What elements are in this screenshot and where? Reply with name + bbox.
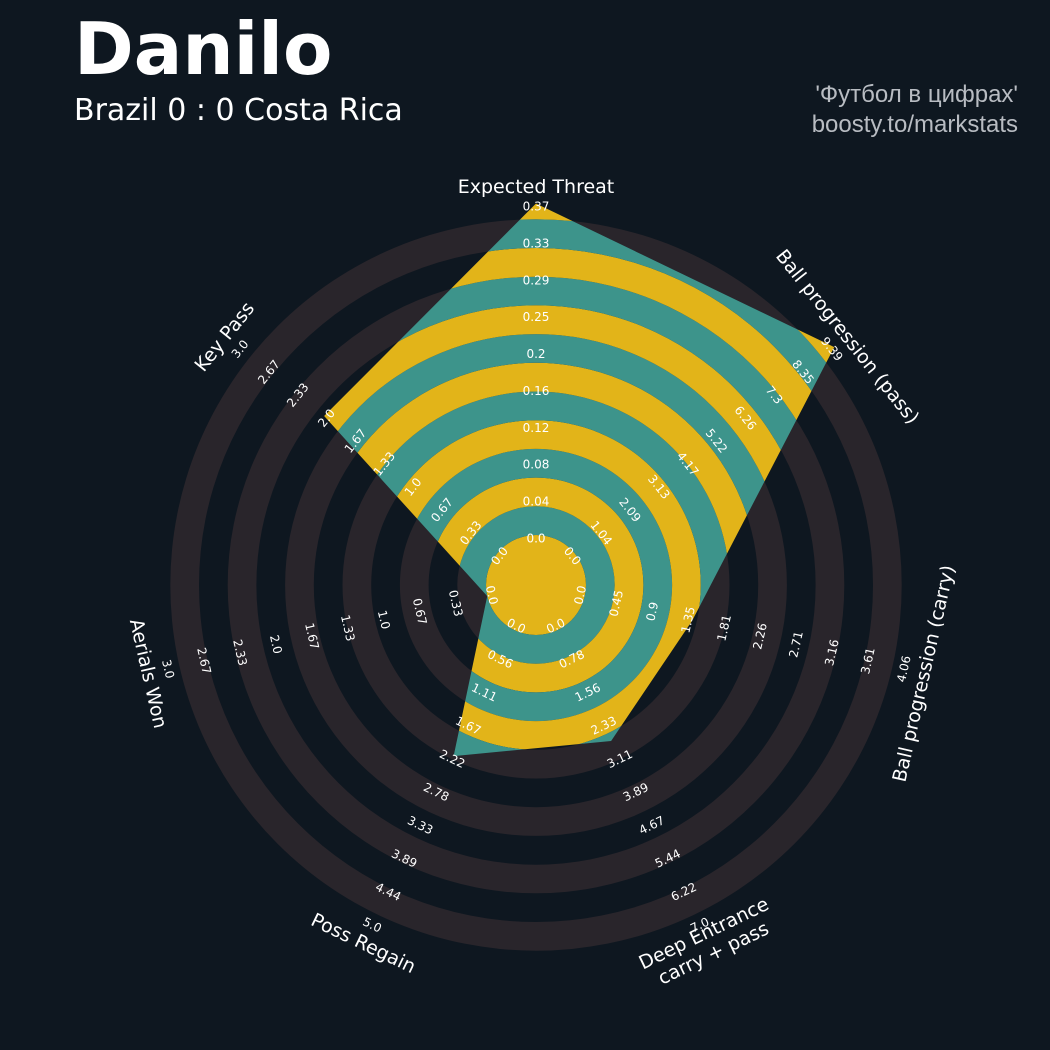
tick-label: 2.0 (267, 634, 285, 656)
tick-label: 4.67 (637, 813, 667, 837)
tick-label: 3.0 (159, 658, 177, 680)
credit-line-1: 'Футбол в цифрах' (815, 81, 1018, 108)
tick-label: 1.33 (338, 613, 358, 642)
tick-label: 0.33 (446, 589, 466, 618)
tick-label: 0.25 (523, 310, 550, 324)
tick-label: 0.33 (523, 237, 550, 251)
tick-label: 0.2 (526, 347, 545, 361)
tick-label: 1.35 (678, 605, 698, 634)
credit-block: 'Футбол в цифрах' boosty.to/markstats (812, 80, 1018, 140)
tick-label: 0.04 (523, 495, 550, 509)
tick-label: 0.37 (523, 200, 550, 214)
match-subtitle: Brazil 0 : 0 Costa Rica (74, 93, 403, 128)
tick-label: 3.33 (405, 813, 435, 837)
value-ring-teal (457, 506, 615, 664)
tick-label: 0.0 (483, 584, 501, 606)
tick-label: 0.29 (523, 273, 550, 287)
radar-value-area (324, 203, 835, 757)
tick-label: 0.67 (410, 597, 430, 626)
tick-label: 4.06 (894, 654, 914, 683)
tick-label: 0.16 (523, 384, 550, 398)
credit-line-2: boosty.to/markstats (811, 111, 1018, 138)
tick-label: 0.08 (523, 458, 550, 472)
tick-label: 2.67 (194, 646, 214, 675)
tick-label: 3.16 (822, 638, 842, 667)
tick-label: 0.45 (607, 589, 627, 618)
tick-label: 2.26 (750, 622, 770, 651)
tick-label: 1.0 (375, 609, 393, 631)
axis-label-line: Expected Threat (458, 176, 615, 198)
tick-label: 3.61 (858, 646, 878, 675)
tick-label: 0.9 (643, 601, 661, 623)
tick-label: 2.71 (786, 630, 806, 659)
tick-label: 1.67 (302, 622, 322, 651)
tick-label: 0.12 (523, 421, 550, 435)
tick-label: 1.81 (714, 613, 734, 642)
tick-label: 0.0 (571, 584, 589, 606)
axis-label: Expected Threat (458, 176, 615, 198)
value-ring-gold (486, 535, 586, 635)
tick-label: 2.33 (230, 638, 250, 667)
tick-label: 0.0 (526, 532, 545, 546)
player-name-title: Danilo (74, 7, 333, 91)
